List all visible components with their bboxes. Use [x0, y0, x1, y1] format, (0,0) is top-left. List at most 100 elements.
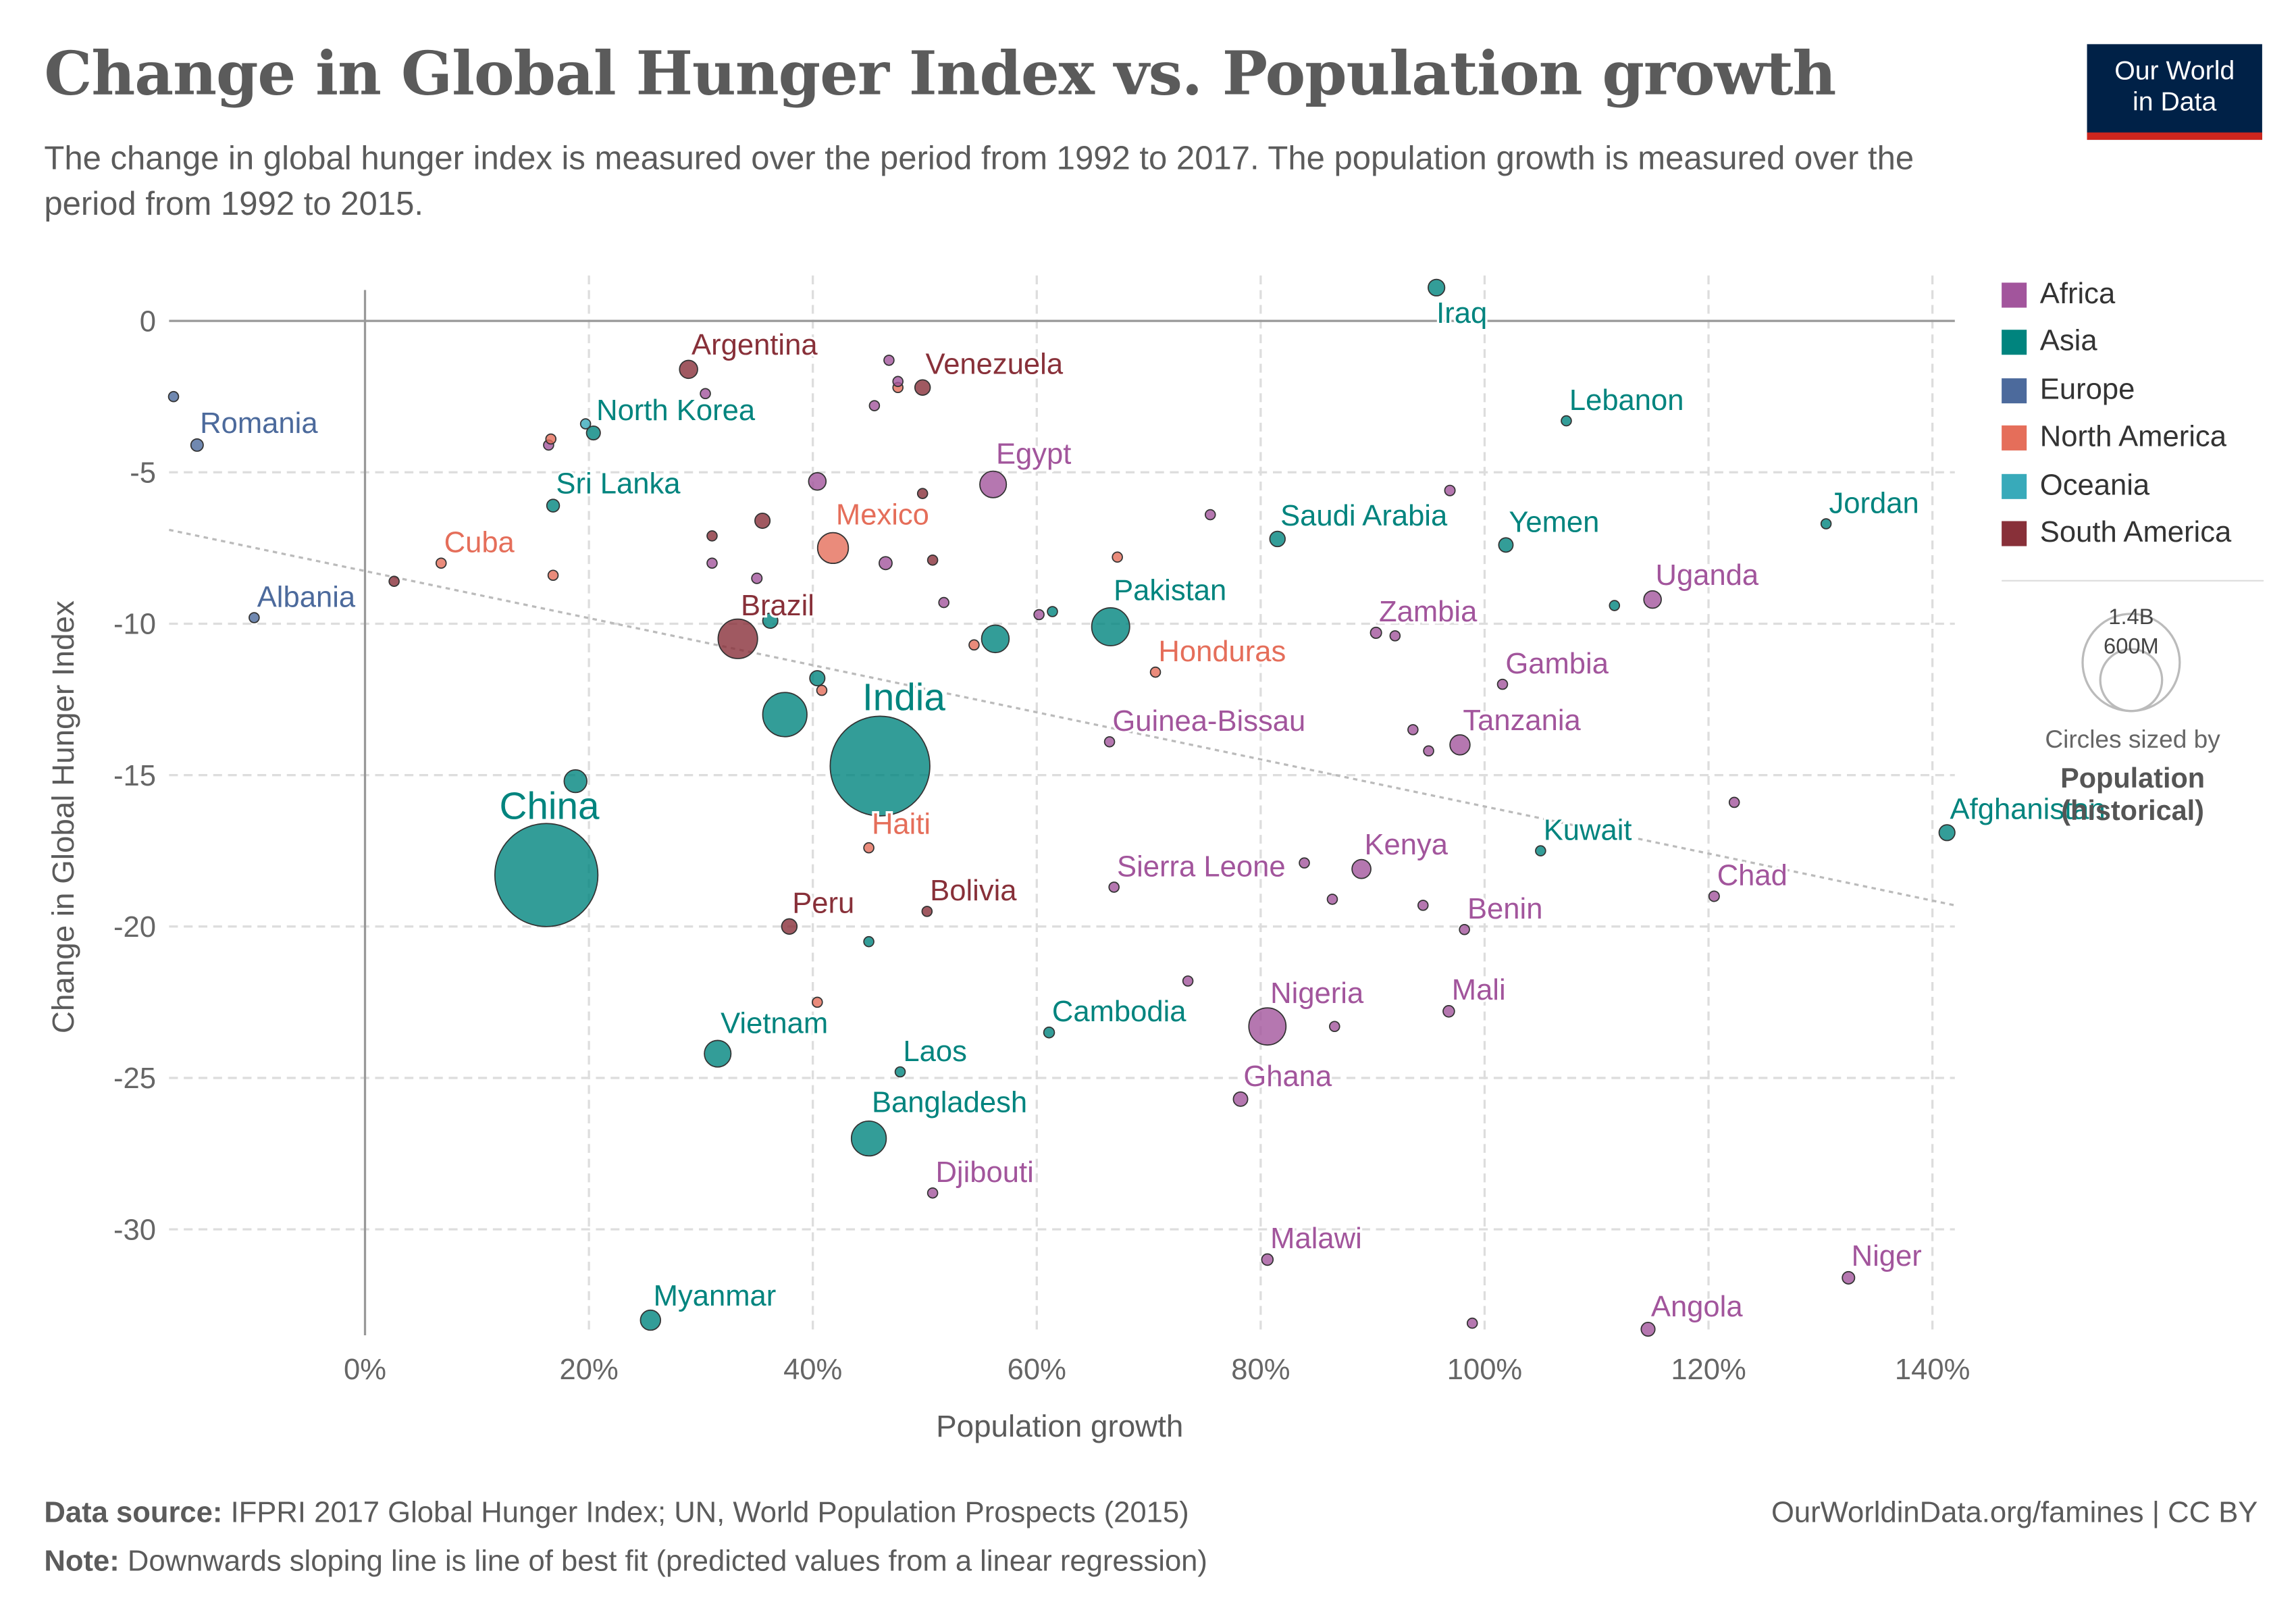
data-point-kuwait[interactable] [1535, 845, 1546, 856]
data-point-unlabeled[interactable] [545, 433, 557, 445]
data-point-unlabeled[interactable] [883, 355, 895, 366]
data-point-guinea-bissau[interactable] [1103, 736, 1116, 748]
data-point-sierra-leone[interactable] [1108, 881, 1120, 893]
data-point-unlabeled[interactable] [1466, 1317, 1478, 1329]
data-point-uganda[interactable] [1643, 590, 1662, 609]
data-point-china[interactable] [494, 823, 599, 927]
data-point-unlabeled[interactable] [916, 488, 929, 499]
data-point-unlabeled[interactable] [863, 935, 875, 948]
data-point-unlabeled[interactable] [706, 557, 718, 569]
data-point-unlabeled[interactable] [167, 390, 180, 403]
data-point-lebanon[interactable] [1561, 415, 1572, 427]
data-point-brazil[interactable] [717, 618, 758, 659]
data-point-unlabeled[interactable] [927, 555, 939, 566]
data-point-unlabeled[interactable] [1407, 724, 1419, 736]
owid-logo[interactable]: Our World in Data [2087, 44, 2262, 140]
data-point-venezuela[interactable] [914, 379, 931, 396]
data-point-unlabeled[interactable] [706, 530, 718, 542]
data-point-zambia[interactable] [1369, 626, 1382, 639]
data-point-unlabeled[interactable] [1444, 484, 1456, 496]
data-point-north-korea[interactable] [585, 425, 601, 441]
data-label: China [499, 786, 600, 828]
data-point-unlabeled[interactable] [388, 575, 400, 587]
data-point-egypt[interactable] [979, 470, 1008, 498]
legend-item-europe[interactable]: Europe [2002, 367, 2266, 415]
data-point-unlabeled[interactable] [1423, 745, 1434, 757]
data-point-unlabeled[interactable] [762, 692, 808, 738]
data-point-unlabeled[interactable] [968, 639, 980, 651]
data-point-mali[interactable] [1442, 1005, 1455, 1018]
data-point-kenya[interactable] [1351, 858, 1372, 879]
data-point-unlabeled[interactable] [1112, 551, 1123, 563]
data-point-ghana[interactable] [1232, 1091, 1249, 1107]
data-point-unlabeled[interactable] [981, 624, 1010, 654]
data-point-gambia[interactable] [1496, 678, 1509, 690]
data-point-unlabeled[interactable] [1033, 609, 1045, 621]
data-point-honduras[interactable] [1149, 666, 1162, 678]
legend-item-south-america[interactable]: South America [2002, 510, 2266, 558]
legend-item-oceania[interactable]: Oceania [2002, 462, 2266, 510]
data-point-unlabeled[interactable] [563, 769, 588, 794]
legend-item-asia[interactable]: Asia [2002, 319, 2266, 367]
data-point-unlabeled[interactable] [547, 569, 559, 582]
data-point-unlabeled[interactable] [751, 572, 763, 584]
data-point-malawi[interactable] [1261, 1253, 1274, 1266]
data-point-sri-lanka[interactable] [546, 498, 560, 513]
data-point-iraq[interactable] [1428, 278, 1446, 297]
data-point-unlabeled[interactable] [700, 388, 711, 400]
data-point-albania[interactable] [249, 612, 260, 623]
data-point-saudi-arabia[interactable] [1269, 530, 1286, 548]
data-point-unlabeled[interactable] [1609, 600, 1621, 611]
data-point-nigeria[interactable] [1248, 1007, 1287, 1046]
data-point-laos[interactable] [894, 1066, 906, 1078]
data-point-unlabeled[interactable] [754, 512, 771, 530]
data-point-romania[interactable] [190, 438, 204, 452]
data-point-unlabeled[interactable] [938, 596, 949, 609]
legend-label: South America [2039, 517, 2232, 550]
data-point-jordan[interactable] [1820, 518, 1832, 530]
data-point-unlabeled[interactable] [1182, 975, 1194, 987]
data-point-unlabeled[interactable] [1417, 900, 1429, 911]
data-point-bolivia[interactable] [921, 906, 933, 917]
data-point-haiti[interactable] [863, 842, 875, 854]
data-point-unlabeled[interactable] [816, 684, 828, 696]
data-point-vietnam[interactable] [704, 1039, 732, 1068]
data-point-cuba[interactable] [435, 557, 447, 569]
data-point-angola[interactable] [1640, 1321, 1656, 1337]
data-point-cambodia[interactable] [1043, 1026, 1055, 1039]
data-point-myanmar[interactable] [640, 1309, 662, 1331]
data-point-unlabeled[interactable] [809, 670, 826, 687]
data-point-india[interactable] [829, 715, 931, 817]
data-point-djibouti[interactable] [927, 1187, 939, 1199]
data-point-unlabeled[interactable] [1389, 630, 1401, 642]
data-point-unlabeled[interactable] [1299, 857, 1310, 869]
x-axis-label: Population growth [936, 1409, 1183, 1443]
data-point-unlabeled[interactable] [1047, 606, 1058, 617]
data-point-peru[interactable] [781, 918, 798, 935]
data-point-unlabeled[interactable] [1728, 796, 1740, 808]
data-point-unlabeled[interactable] [1326, 894, 1338, 905]
data-point-unlabeled[interactable] [808, 471, 827, 491]
data-point-niger[interactable] [1842, 1270, 1856, 1285]
legend-item-africa[interactable]: Africa [2002, 271, 2266, 319]
data-point-pakistan[interactable] [1091, 607, 1130, 646]
data-point-argentina[interactable] [679, 359, 698, 380]
credit-link[interactable]: OurWorldinData.org/famines | CC BY [1771, 1497, 2258, 1530]
data-point-unlabeled[interactable] [812, 996, 823, 1008]
data-point-unlabeled[interactable] [892, 376, 904, 388]
data-point-yemen[interactable] [1498, 537, 1514, 553]
data-point-mexico[interactable] [816, 532, 850, 565]
data-point-unlabeled[interactable] [762, 612, 779, 629]
data-point-chad[interactable] [1708, 890, 1720, 902]
data-point-afghanistan[interactable] [1938, 824, 1956, 842]
note: Note: Downwards sloping line is line of … [44, 1545, 1207, 1579]
data-point-unlabeled[interactable] [879, 556, 893, 571]
data-point-benin[interactable] [1459, 923, 1470, 935]
data-point-tanzania[interactable] [1449, 734, 1471, 756]
data-point-bangladesh[interactable] [850, 1120, 887, 1157]
data-point-unlabeled[interactable] [579, 418, 592, 430]
data-point-unlabeled[interactable] [1329, 1021, 1340, 1033]
data-point-unlabeled[interactable] [1204, 509, 1216, 521]
data-point-unlabeled[interactable] [868, 400, 881, 411]
legend-item-north-america[interactable]: North America [2002, 415, 2266, 463]
